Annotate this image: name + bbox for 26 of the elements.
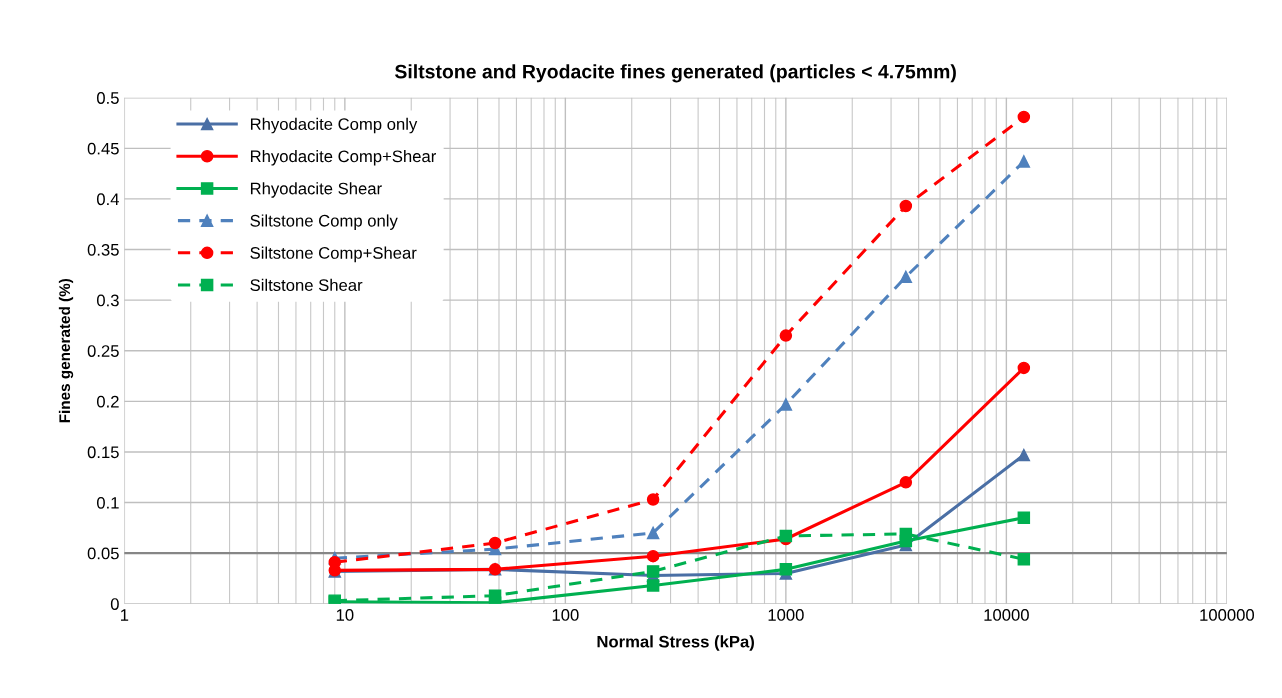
x-axis-title: Normal Stress (kPa): [597, 635, 754, 651]
chart-title: Siltstone and Ryodacite fines generated (particles < 4.75mm): [394, 64, 956, 83]
x-tick-label: 10: [336, 609, 354, 621]
y-tick-label: 0: [110, 598, 119, 610]
legend-label: Rhyodacite Shear: [250, 182, 382, 198]
legend-label: Siltstone Comp only: [250, 214, 398, 230]
y-tick-label: 0.2: [96, 395, 119, 408]
x-tick-label: 10000: [984, 609, 1029, 621]
y-tick-label: 0.25: [87, 345, 119, 357]
y-tick-label: 0.1: [96, 496, 119, 509]
y-tick-label: 0.5: [96, 92, 119, 104]
legend-label: Siltstone Comp+Shear: [250, 246, 417, 263]
y-tick-label: 0.35: [87, 243, 119, 256]
legend-label: Siltstone Shear: [250, 278, 363, 292]
y-tick-label: 0.05: [87, 547, 119, 560]
y-tick-label: 0.45: [87, 142, 119, 155]
x-tick-label: 1000: [768, 609, 804, 621]
legend-label: Rhyodacite Comp only: [250, 117, 418, 134]
x-tick-label: 100: [552, 609, 579, 621]
x-tick-label: 1: [120, 609, 129, 621]
x-tick-label: 100000: [1200, 609, 1255, 621]
y-tick-label: 0.3: [96, 294, 119, 307]
y-tick-label: 0.4: [96, 193, 120, 206]
y-axis-title: Fines generated (%): [58, 278, 74, 423]
y-tick-label: 0.15: [87, 446, 119, 459]
legend-label: Rhyodacite Comp+Shear: [250, 149, 437, 166]
